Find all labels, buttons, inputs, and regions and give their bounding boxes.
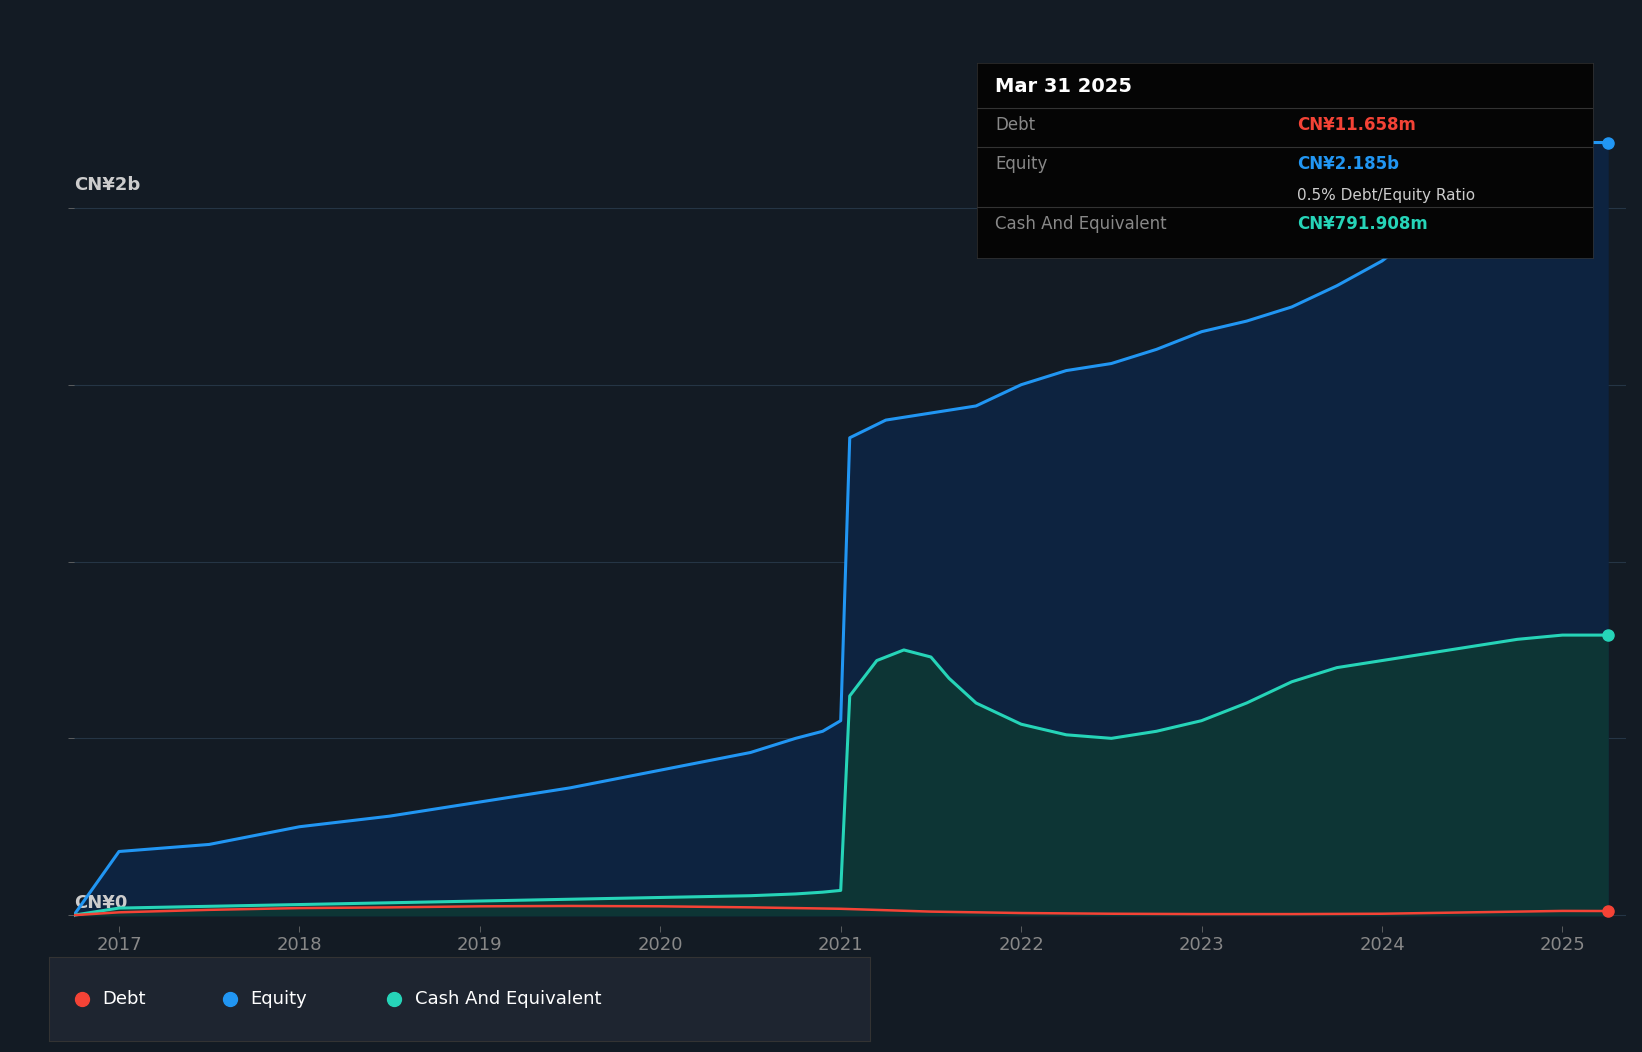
Text: CN¥0: CN¥0 xyxy=(74,893,128,912)
Text: Cash And Equivalent: Cash And Equivalent xyxy=(995,215,1167,232)
Text: CN¥2.185b: CN¥2.185b xyxy=(1297,155,1399,173)
Text: Equity: Equity xyxy=(250,990,307,1009)
Text: CN¥2b: CN¥2b xyxy=(74,176,140,194)
Text: 0.5% Debt/Equity Ratio: 0.5% Debt/Equity Ratio xyxy=(1297,187,1475,203)
Text: Cash And Equivalent: Cash And Equivalent xyxy=(415,990,601,1009)
Text: CN¥791.908m: CN¥791.908m xyxy=(1297,215,1429,232)
Text: Mar 31 2025: Mar 31 2025 xyxy=(995,77,1133,96)
Text: Equity: Equity xyxy=(995,155,1048,173)
Text: CN¥11.658m: CN¥11.658m xyxy=(1297,116,1415,134)
Text: Debt: Debt xyxy=(995,116,1036,134)
Text: Debt: Debt xyxy=(103,990,146,1009)
